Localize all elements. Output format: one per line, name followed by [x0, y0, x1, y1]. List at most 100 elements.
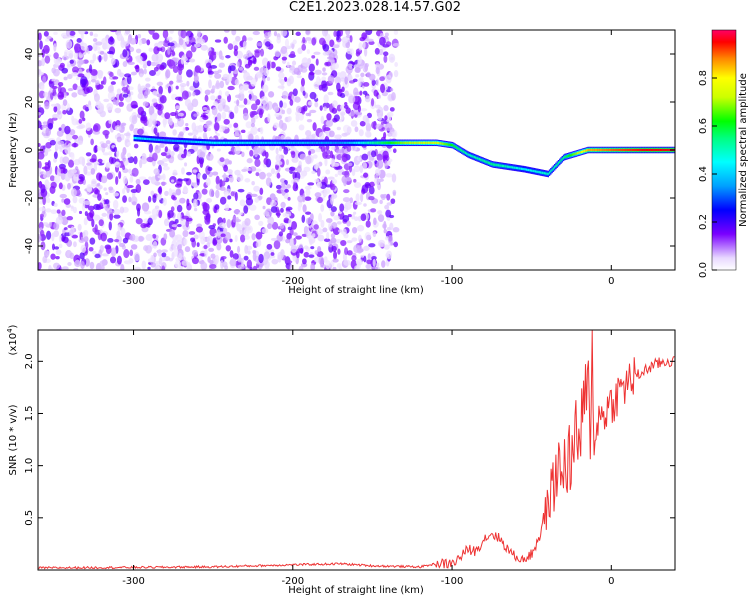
noise-speck — [64, 229, 70, 233]
ridge-cell — [547, 172, 549, 176]
noise-speck — [38, 262, 42, 270]
noise-speck — [77, 63, 81, 69]
ridge-cell — [380, 141, 383, 144]
ridge-cell — [274, 141, 277, 144]
noise-speck — [236, 173, 244, 182]
noise-speck — [64, 172, 71, 182]
noise-speck — [358, 42, 363, 51]
noise-speck — [38, 32, 42, 41]
noise-speck — [373, 217, 377, 226]
noise-speck — [79, 110, 85, 119]
ridge-cell — [255, 141, 258, 144]
noise-speck — [234, 145, 241, 155]
ridge-cell — [341, 141, 343, 144]
ridge-cell — [317, 141, 319, 144]
ridge-cell — [424, 141, 426, 144]
ridge-cell — [175, 139, 177, 143]
noise-speck — [209, 263, 217, 270]
noise-speck — [50, 209, 58, 215]
noise-speck — [316, 181, 322, 189]
colorbar-tick-label: 0.6 — [698, 118, 709, 134]
noise-speck — [78, 30, 86, 35]
ridge-cell — [598, 148, 600, 152]
noise-speck — [109, 212, 114, 221]
y-tick-label: 2.0 — [24, 353, 35, 369]
ridge-cell — [508, 165, 510, 168]
noise-speck — [88, 246, 94, 252]
noise-speck — [372, 258, 376, 267]
ridge-cell — [495, 163, 497, 167]
noise-speck — [153, 66, 159, 72]
noise-speck — [390, 88, 394, 92]
noise-speck — [183, 238, 188, 246]
noise-speck — [109, 53, 114, 59]
ridge-cell — [634, 148, 636, 152]
ridge-cell — [350, 141, 352, 144]
noise-speck — [169, 80, 174, 85]
noise-speck — [305, 155, 312, 165]
noise-speck — [242, 35, 247, 43]
noise-speck — [386, 193, 391, 201]
noise-speck — [340, 111, 346, 116]
noise-speck — [176, 73, 183, 83]
noise-speck — [295, 105, 302, 113]
noise-speck — [318, 213, 323, 223]
noise-speck — [166, 37, 170, 41]
noise-speck — [234, 78, 240, 86]
noise-speck — [91, 218, 95, 228]
noise-speck — [330, 206, 337, 212]
noise-speck — [105, 207, 113, 213]
noise-speck — [383, 55, 388, 63]
colorbar-tick-label: 0.0 — [698, 262, 709, 278]
noise-speck — [309, 238, 313, 246]
ridge-cell — [471, 154, 473, 158]
ridge-cell — [264, 141, 267, 144]
noise-speck — [252, 57, 257, 65]
noise-speck — [360, 108, 368, 112]
noise-speck — [118, 171, 122, 179]
ridge-cell — [280, 141, 282, 144]
noise-speck — [280, 30, 288, 37]
noise-speck — [317, 234, 325, 242]
ridge-cell — [408, 141, 411, 144]
ridge-cell — [567, 154, 570, 157]
noise-speck — [270, 61, 276, 69]
noise-speck — [193, 74, 199, 84]
noise-speck — [71, 115, 75, 122]
noise-speck — [247, 37, 253, 41]
noise-speck — [298, 265, 304, 270]
noise-speck — [229, 258, 237, 267]
ridge-cell — [224, 141, 226, 144]
noise-speck — [167, 46, 171, 55]
noise-speck — [203, 124, 210, 129]
ridge-cell — [491, 163, 493, 166]
noise-speck — [220, 126, 229, 130]
ridge-cell — [561, 158, 564, 161]
noise-speck — [284, 76, 288, 82]
noise-speck — [192, 129, 199, 136]
noise-speck — [48, 221, 53, 226]
ridge-cell — [546, 172, 548, 175]
ridge-cell — [539, 171, 542, 174]
noise-speck — [250, 193, 258, 198]
noise-speck — [267, 91, 275, 98]
noise-speck — [192, 169, 198, 173]
noise-speck — [100, 175, 108, 184]
noise-speck — [345, 65, 353, 74]
noise-speck — [349, 197, 354, 204]
ridge-cell — [348, 141, 351, 144]
noise-speck — [307, 101, 313, 106]
noise-speck — [344, 201, 352, 210]
noise-speck — [391, 173, 397, 183]
x-tick-label: -100 — [441, 576, 464, 587]
noise-speck — [191, 257, 199, 265]
noise-speck — [347, 213, 352, 218]
ridge-cell — [165, 139, 167, 142]
noise-speck — [93, 203, 100, 211]
noise-speck — [332, 227, 340, 236]
noise-speck — [71, 92, 78, 98]
noise-speck — [46, 250, 50, 257]
ridge-cell — [466, 152, 468, 155]
noise-speck — [56, 209, 61, 214]
noise-speck — [302, 204, 307, 213]
